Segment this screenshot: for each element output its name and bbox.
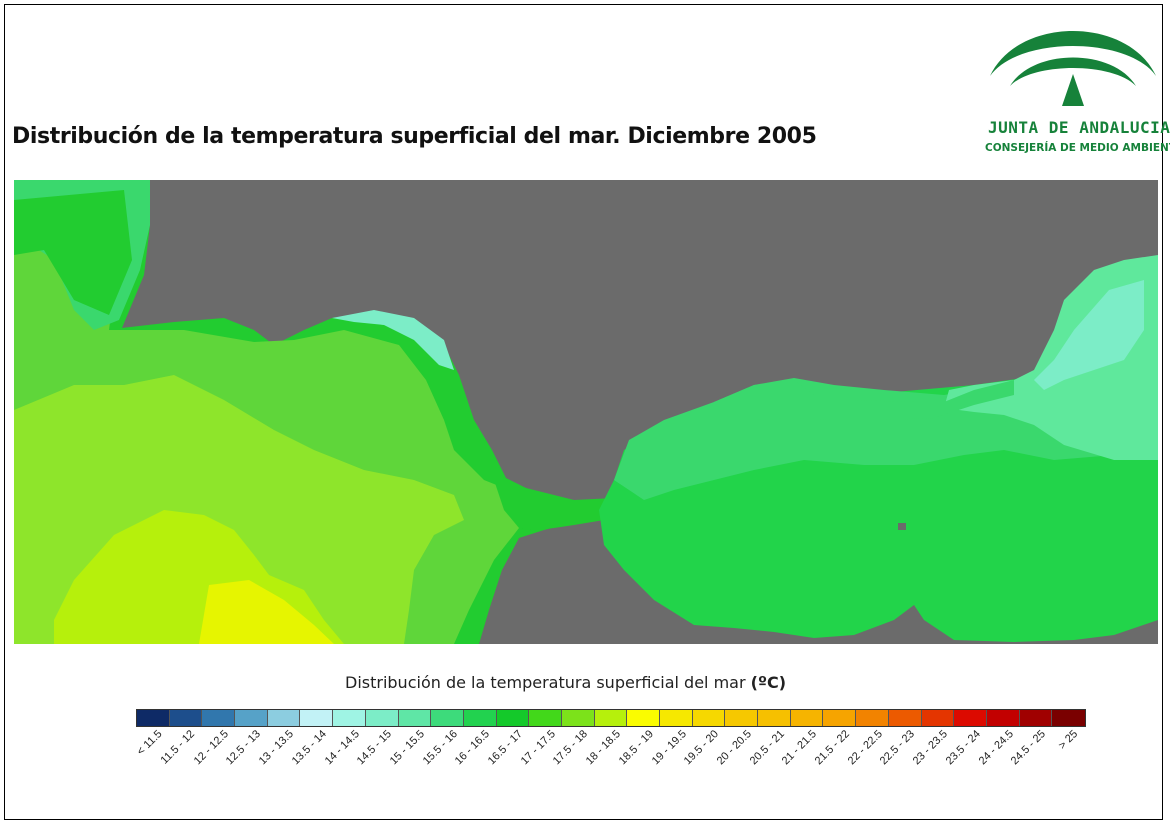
- legend-swatch: [758, 710, 791, 726]
- legend-swatch: [365, 710, 399, 726]
- legend-swatch: [954, 710, 987, 726]
- legend-title: Distribución de la temperatura superfici…: [345, 673, 786, 692]
- legend-label: 18 - 18.5: [583, 728, 624, 768]
- legend-swatch: [137, 710, 170, 726]
- legend-swatch: [888, 710, 922, 726]
- legend-label: < 11.5: [135, 728, 165, 758]
- legend-swatch: [496, 710, 530, 726]
- legend-swatch: [986, 710, 1020, 726]
- legend-label: 15.5 - 16: [420, 728, 460, 768]
- legend-label: 23 - 23.5: [910, 728, 951, 768]
- page-frame: [4, 4, 1163, 820]
- alboran-island: [898, 523, 906, 530]
- legend-label: > 25: [1056, 728, 1081, 752]
- logo-arc-inner: [1010, 57, 1136, 86]
- legend-label: 23.5 - 24: [943, 728, 983, 768]
- legend-color-bar: [136, 709, 1086, 727]
- atlantic-coast-edge: [332, 310, 454, 370]
- logo-name: JUNTA DE ANDALUCIA: [988, 118, 1170, 137]
- legend-swatch: [431, 710, 464, 726]
- legend-label: 12 - 12.5: [191, 728, 231, 768]
- legend-swatch: [1052, 710, 1085, 726]
- legend-swatch: [300, 710, 334, 726]
- atlantic-north-green: [14, 190, 132, 315]
- legend-swatch: [856, 710, 889, 726]
- legend-swatch: [823, 710, 857, 726]
- legend-swatch: [398, 710, 432, 726]
- legend-label: 24 - 24.5: [976, 728, 1016, 768]
- legend-label: 24.5 - 25: [1008, 728, 1049, 768]
- logo-triangle: [1062, 74, 1084, 106]
- legend-swatch: [594, 710, 628, 726]
- legend-label: 19.5 - 20: [681, 728, 722, 768]
- legend-labels: < 11.5 11.5 - 12 12 - 12.5 12.5 - 13 13 - 13…: [135, 728, 1136, 788]
- legend-label: 18.5 - 19: [616, 728, 656, 768]
- legend-label: 14.5 - 15: [354, 728, 395, 768]
- logo-subtitle: CONSEJERÍA DE MEDIO AMBIENTE: [985, 142, 1170, 154]
- legend-swatch: [692, 710, 726, 726]
- strait-zone: [494, 480, 634, 530]
- sea-temperature-map: [14, 180, 1158, 644]
- legend-label: 20 - 20.5: [714, 728, 754, 768]
- legend-swatch: [463, 710, 497, 726]
- legend-swatch: [235, 710, 268, 726]
- atlantic-yellow-patch: [199, 580, 334, 644]
- legend-swatch: [529, 710, 562, 726]
- legend-label: 12.5 - 13: [224, 728, 264, 768]
- logo-arc-outer: [990, 31, 1156, 76]
- junta-de-andalucia-logo: [990, 31, 1156, 106]
- legend-label: 14 - 14.5: [322, 728, 362, 768]
- mediterranean-coast-pale: [1034, 280, 1144, 390]
- legend-label: 16 - 16.5: [453, 728, 493, 768]
- legend-swatch: [333, 710, 366, 726]
- legend-swatch: [725, 710, 759, 726]
- legend-label: 17 - 17.5: [518, 728, 558, 768]
- legend-label: 15 - 15.5: [387, 728, 427, 768]
- legend-label: 13.5 - 14: [289, 728, 329, 768]
- legend-label: 21.5 - 22: [812, 728, 852, 768]
- map-title: Distribución de la temperatura superfici…: [12, 124, 817, 149]
- legend-swatch: [169, 710, 203, 726]
- mediterranean-north-coast: [714, 380, 1014, 425]
- legend-unit: (ºC): [750, 673, 787, 692]
- legend-swatch: [627, 710, 660, 726]
- legend-label: 16.5 - 17: [485, 728, 525, 768]
- legend-label: 13 - 13.5: [256, 728, 297, 768]
- legend-swatch: [202, 710, 236, 726]
- legend-swatch: [660, 710, 693, 726]
- legend-title-text: Distribución de la temperatura superfici…: [345, 673, 746, 692]
- legend-label: 20.5 - 21: [747, 728, 787, 768]
- legend-label: 17.5 - 18: [551, 728, 591, 768]
- legend-label: 22 - 22.5: [845, 728, 885, 768]
- legend-label: 11.5 - 12: [158, 728, 198, 767]
- legend-label: 19 - 19.5: [649, 728, 689, 768]
- legend-label: 21 - 21.5: [780, 728, 820, 768]
- legend-swatch: [267, 710, 301, 726]
- legend-swatch: [1019, 710, 1053, 726]
- legend-swatch: [921, 710, 955, 726]
- legend-swatch: [561, 710, 595, 726]
- legend-label: 22.5 - 23: [878, 728, 918, 768]
- legend-swatch: [790, 710, 824, 726]
